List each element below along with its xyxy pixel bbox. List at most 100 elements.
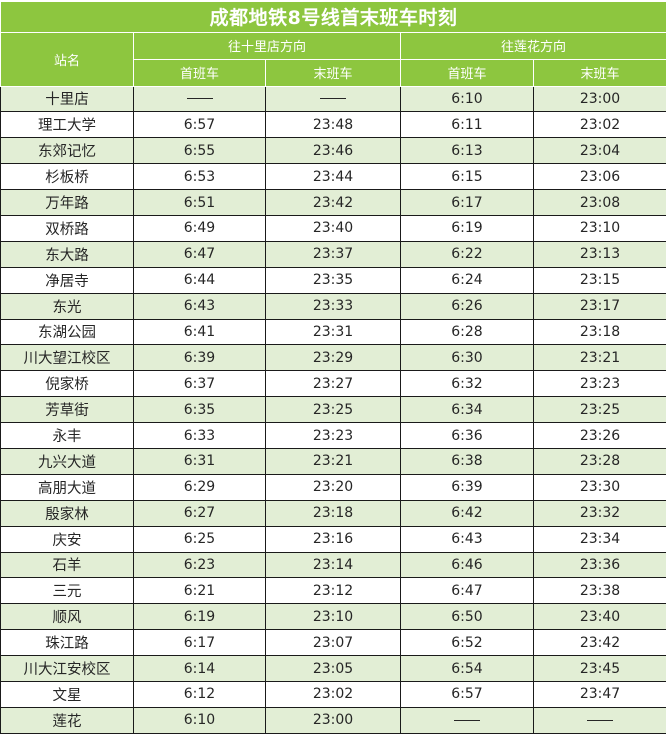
- cell-station-name: 芳草街: [0, 396, 134, 424]
- header-row-train: 首班车 末班车 首班车 末班车: [1, 58, 666, 87]
- cell-lianhua-last-train: 23:17: [532, 292, 666, 320]
- cell-shilidian-last-train: 23:48: [265, 111, 401, 139]
- table-row: 东湖公园 6:41 23:31 6:28 23:18: [0, 318, 666, 346]
- table-body: 十里店 6:10 23:00 理工大学 6:57 23:48 6:11 23:02 东郊记忆 6:…: [0, 85, 666, 734]
- cell-lianhua-last-train: 23:23: [532, 370, 666, 398]
- cell-shilidian-first-train: 6:37: [133, 370, 266, 398]
- title-row: 成都地铁8号线首末班车时刻: [0, 0, 666, 33]
- table-row: 东光 6:43 23:33 6:26 23:17: [0, 292, 666, 320]
- table-row: 殷家林 6:27 23:18 6:42 23:32: [0, 499, 666, 527]
- table-row: 十里店 6:10 23:00: [0, 85, 666, 113]
- cell-lianhua-last-train: 23:25: [532, 396, 666, 424]
- cell-lianhua-first-train: 6:43: [400, 525, 534, 553]
- cell-station-name: 珠江路: [0, 629, 134, 657]
- cell-lianhua-last-train: 23:45: [532, 655, 666, 682]
- column-header-shilidian-last-train: 末班车: [265, 58, 401, 87]
- cell-station-name: 十里店: [0, 85, 134, 113]
- cell-shilidian-last-train: 23:20: [265, 473, 401, 501]
- cell-lianhua-first-train: 6:11: [400, 111, 534, 139]
- table-row: 永丰 6:33 23:23 6:36 23:26: [0, 422, 666, 449]
- cell-lianhua-first-train: 6:10: [400, 85, 534, 113]
- cell-shilidian-first-train: 6:41: [133, 318, 266, 346]
- cell-shilidian-last-train: [265, 85, 401, 113]
- cell-station-name: 倪家桥: [0, 370, 134, 398]
- cell-shilidian-first-train: 6:29: [133, 473, 266, 501]
- cell-lianhua-last-train: 23:15: [532, 266, 666, 294]
- table-row: 莲花 6:10 23:00: [0, 706, 666, 734]
- table-row: 高朋大道 6:29 23:20 6:39 23:30: [0, 473, 666, 501]
- cell-lianhua-last-train: 23:00: [532, 85, 666, 113]
- cell-lianhua-first-train: 6:52: [400, 629, 534, 657]
- page-title: 成都地铁8号线首末班车时刻: [0, 0, 666, 33]
- cell-lianhua-last-train: 23:36: [532, 551, 666, 579]
- cell-lianhua-first-train: 6:32: [400, 370, 534, 398]
- cell-lianhua-last-train: 23:13: [532, 240, 666, 268]
- cell-lianhua-last-train: 23:40: [532, 603, 666, 631]
- cell-shilidian-last-train: 23:12: [265, 577, 401, 605]
- cell-shilidian-first-train: 6:17: [133, 629, 266, 657]
- no-service-dash: [186, 98, 213, 100]
- table-row: 文星 6:12 23:02 6:57 23:47: [0, 680, 666, 708]
- table-row: 净居寺 6:44 23:35 6:24 23:15: [0, 266, 666, 294]
- column-header-lianhua-first-train: 首班车: [400, 58, 534, 87]
- no-service-dash: [587, 719, 614, 721]
- cell-station-name: 九兴大道: [0, 447, 134, 475]
- cell-shilidian-last-train: 23:37: [265, 240, 401, 268]
- table-row: 石羊 6:23 23:14 6:46 23:36: [0, 551, 666, 579]
- cell-lianhua-first-train: 6:46: [400, 551, 534, 579]
- cell-shilidian-first-train: 6:12: [133, 680, 266, 708]
- cell-lianhua-last-train: 23:10: [532, 214, 666, 242]
- table-row: 倪家桥 6:37 23:27 6:32 23:23: [0, 370, 666, 398]
- cell-lianhua-first-train: 6:38: [400, 447, 534, 475]
- table-row: 双桥路 6:49 23:40 6:19 23:10: [0, 214, 666, 242]
- cell-lianhua-last-train: [532, 706, 666, 734]
- cell-shilidian-last-train: 23:00: [265, 706, 401, 734]
- cell-station-name: 东大路: [0, 240, 134, 268]
- cell-shilidian-first-train: 6:43: [133, 292, 266, 320]
- table-row: 川大望江校区 6:39 23:29 6:30 23:21: [0, 344, 666, 372]
- column-header-direction-shilidian: 往十里店方向: [133, 31, 401, 60]
- cell-station-name: 理工大学: [0, 111, 134, 139]
- column-header-station: 站名: [0, 31, 134, 87]
- cell-station-name: 石羊: [0, 551, 134, 579]
- column-header-shilidian-first-train: 首班车: [133, 58, 266, 87]
- cell-lianhua-last-train: 23:08: [532, 189, 666, 216]
- cell-shilidian-first-train: 6:25: [133, 525, 266, 553]
- cell-shilidian-first-train: [133, 85, 266, 113]
- cell-station-name: 殷家林: [0, 499, 134, 527]
- table-row: 庆安 6:25 23:16 6:43 23:34: [0, 525, 666, 553]
- cell-shilidian-last-train: 23:46: [265, 137, 401, 165]
- cell-lianhua-first-train: 6:30: [400, 344, 534, 372]
- cell-shilidian-first-train: 6:19: [133, 603, 266, 631]
- cell-lianhua-last-train: 23:34: [532, 525, 666, 553]
- cell-lianhua-last-train: 23:06: [532, 163, 666, 191]
- cell-shilidian-last-train: 23:42: [265, 189, 401, 216]
- cell-shilidian-first-train: 6:57: [133, 111, 266, 139]
- cell-lianhua-last-train: 23:47: [532, 680, 666, 708]
- table-row: 芳草街 6:35 23:25 6:34 23:25: [0, 396, 666, 424]
- cell-lianhua-first-train: 6:26: [400, 292, 534, 320]
- table-header: 成都地铁8号线首末班车时刻 站名 往十里店方向 往莲花方向 首班车 末班车 首班…: [0, 0, 666, 87]
- table-row: 三元 6:21 23:12 6:47 23:38: [0, 577, 666, 605]
- cell-shilidian-first-train: 6:21: [133, 577, 266, 605]
- table-row: 理工大学 6:57 23:48 6:11 23:02: [0, 111, 666, 139]
- cell-lianhua-first-train: 6:19: [400, 214, 534, 242]
- table-row: 顺风 6:19 23:10 6:50 23:40: [0, 603, 666, 631]
- table-row: 万年路 6:51 23:42 6:17 23:08: [0, 189, 666, 216]
- cell-station-name: 三元: [0, 577, 134, 605]
- cell-shilidian-first-train: 6:33: [133, 422, 266, 449]
- cell-shilidian-first-train: 6:44: [133, 266, 266, 294]
- cell-shilidian-first-train: 6:53: [133, 163, 266, 191]
- cell-shilidian-first-train: 6:31: [133, 447, 266, 475]
- cell-shilidian-last-train: 23:27: [265, 370, 401, 398]
- cell-shilidian-first-train: 6:14: [133, 655, 266, 682]
- cell-lianhua-last-train: 23:26: [532, 422, 666, 449]
- table-row: 东大路 6:47 23:37 6:22 23:13: [0, 240, 666, 268]
- cell-shilidian-last-train: 23:10: [265, 603, 401, 631]
- cell-station-name: 庆安: [0, 525, 134, 553]
- cell-shilidian-first-train: 6:39: [133, 344, 266, 372]
- cell-lianhua-first-train: 6:54: [400, 655, 534, 682]
- cell-lianhua-last-train: 23:21: [532, 344, 666, 372]
- cell-lianhua-first-train: 6:36: [400, 422, 534, 449]
- cell-station-name: 永丰: [0, 422, 134, 449]
